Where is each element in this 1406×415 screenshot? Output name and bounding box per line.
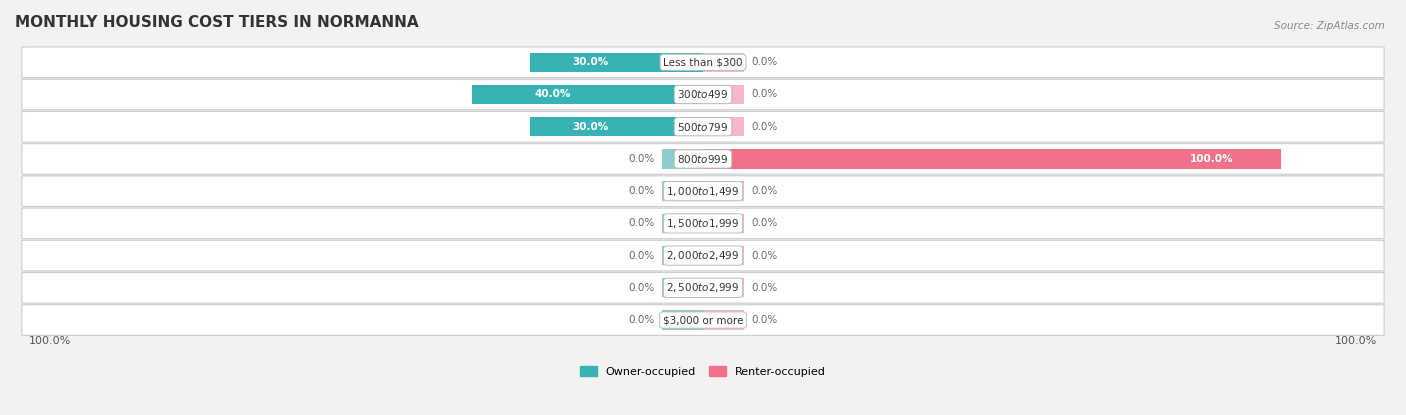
Text: 100.0%: 100.0%	[1334, 336, 1378, 346]
Text: MONTHLY HOUSING COST TIERS IN NORMANNA: MONTHLY HOUSING COST TIERS IN NORMANNA	[15, 15, 419, 30]
Text: Less than $300: Less than $300	[664, 57, 742, 67]
Text: 0.0%: 0.0%	[628, 186, 655, 196]
Text: 0.0%: 0.0%	[751, 315, 778, 325]
FancyBboxPatch shape	[22, 144, 1384, 174]
Text: 30.0%: 30.0%	[572, 122, 609, 132]
Text: Source: ZipAtlas.com: Source: ZipAtlas.com	[1274, 21, 1385, 31]
FancyBboxPatch shape	[22, 208, 1384, 239]
Bar	[703, 149, 1281, 168]
Text: $300 to $499: $300 to $499	[678, 88, 728, 100]
Bar	[662, 149, 703, 168]
Text: 100.0%: 100.0%	[28, 336, 72, 346]
Bar	[703, 181, 744, 201]
FancyBboxPatch shape	[22, 79, 1384, 110]
Bar	[703, 117, 744, 137]
Bar	[472, 85, 703, 104]
Bar	[662, 278, 703, 298]
Bar	[662, 181, 703, 201]
Bar	[662, 310, 703, 330]
Text: 0.0%: 0.0%	[628, 315, 655, 325]
Text: 0.0%: 0.0%	[751, 283, 778, 293]
FancyBboxPatch shape	[22, 240, 1384, 271]
Text: 30.0%: 30.0%	[572, 57, 609, 67]
Text: 0.0%: 0.0%	[628, 218, 655, 228]
Bar	[703, 85, 744, 104]
Bar	[530, 117, 703, 137]
Text: 0.0%: 0.0%	[628, 251, 655, 261]
Text: 0.0%: 0.0%	[751, 251, 778, 261]
Text: 0.0%: 0.0%	[751, 186, 778, 196]
Bar	[703, 310, 744, 330]
Legend: Owner-occupied, Renter-occupied: Owner-occupied, Renter-occupied	[576, 362, 830, 381]
Bar	[703, 278, 744, 298]
Bar	[530, 53, 703, 72]
Text: 0.0%: 0.0%	[751, 57, 778, 67]
Text: 0.0%: 0.0%	[751, 90, 778, 100]
Bar	[703, 246, 744, 265]
Bar	[703, 214, 744, 233]
Text: $1,000 to $1,499: $1,000 to $1,499	[666, 185, 740, 198]
FancyBboxPatch shape	[22, 47, 1384, 78]
FancyBboxPatch shape	[22, 305, 1384, 335]
Text: 0.0%: 0.0%	[751, 122, 778, 132]
FancyBboxPatch shape	[22, 111, 1384, 142]
Text: 40.0%: 40.0%	[534, 90, 571, 100]
Text: $2,500 to $2,999: $2,500 to $2,999	[666, 281, 740, 294]
Text: 0.0%: 0.0%	[628, 283, 655, 293]
Bar	[662, 214, 703, 233]
Bar	[662, 246, 703, 265]
FancyBboxPatch shape	[22, 176, 1384, 207]
Bar	[703, 53, 744, 72]
FancyBboxPatch shape	[22, 273, 1384, 303]
Text: $1,500 to $1,999: $1,500 to $1,999	[666, 217, 740, 230]
Text: $800 to $999: $800 to $999	[678, 153, 728, 165]
Text: 0.0%: 0.0%	[751, 218, 778, 228]
Text: 100.0%: 100.0%	[1189, 154, 1233, 164]
Text: $2,000 to $2,499: $2,000 to $2,499	[666, 249, 740, 262]
Text: $3,000 or more: $3,000 or more	[662, 315, 744, 325]
Text: $500 to $799: $500 to $799	[678, 121, 728, 133]
Text: 0.0%: 0.0%	[628, 154, 655, 164]
